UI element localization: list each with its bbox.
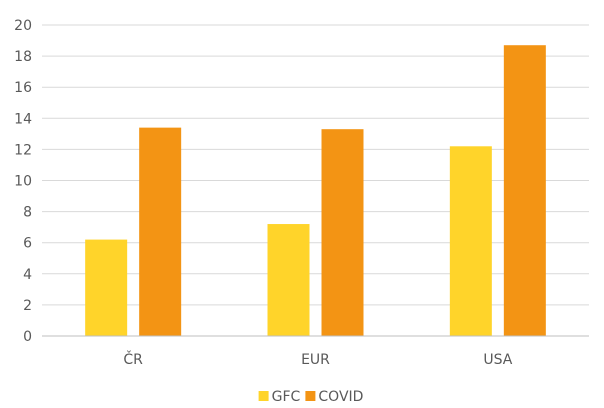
y-tick-label: 18	[14, 49, 32, 65]
bar-gfc-0	[85, 239, 128, 336]
bar-covid-2	[503, 45, 546, 337]
y-tick-label: 8	[23, 205, 32, 221]
legend-label-covid: COVID	[318, 389, 363, 405]
y-tick-label: 20	[14, 18, 32, 34]
x-tick-label: EUR	[301, 352, 330, 368]
legend-swatch-gfc	[258, 391, 269, 401]
y-tick-label: 6	[23, 236, 32, 252]
bar-gfc-1	[267, 224, 310, 336]
y-axis-tick-labels: 0 2 4 6 8 10 12 14 16 18 20	[14, 18, 32, 345]
bars	[85, 45, 546, 337]
legend-swatch-covid	[305, 391, 316, 401]
bar-covid-0	[139, 127, 182, 336]
y-tick-label: 16	[14, 80, 32, 96]
y-tick-label: 4	[23, 267, 32, 283]
bar-covid-1	[321, 129, 364, 336]
y-tick-label: 14	[14, 111, 32, 127]
x-axis: ČR EUR USA	[42, 335, 589, 368]
y-tick-label: 12	[14, 142, 32, 158]
bar-gfc-2	[449, 146, 492, 336]
gridlines	[42, 24, 589, 306]
legend-label-gfc: GFC	[272, 389, 301, 405]
y-tick-label: 10	[14, 174, 32, 190]
x-tick-label: USA	[483, 352, 512, 368]
y-tick-label: 2	[23, 298, 32, 314]
legend: GFC COVID	[258, 389, 363, 405]
y-tick-label: 0	[23, 329, 32, 345]
x-tick-label: ČR	[123, 350, 143, 368]
